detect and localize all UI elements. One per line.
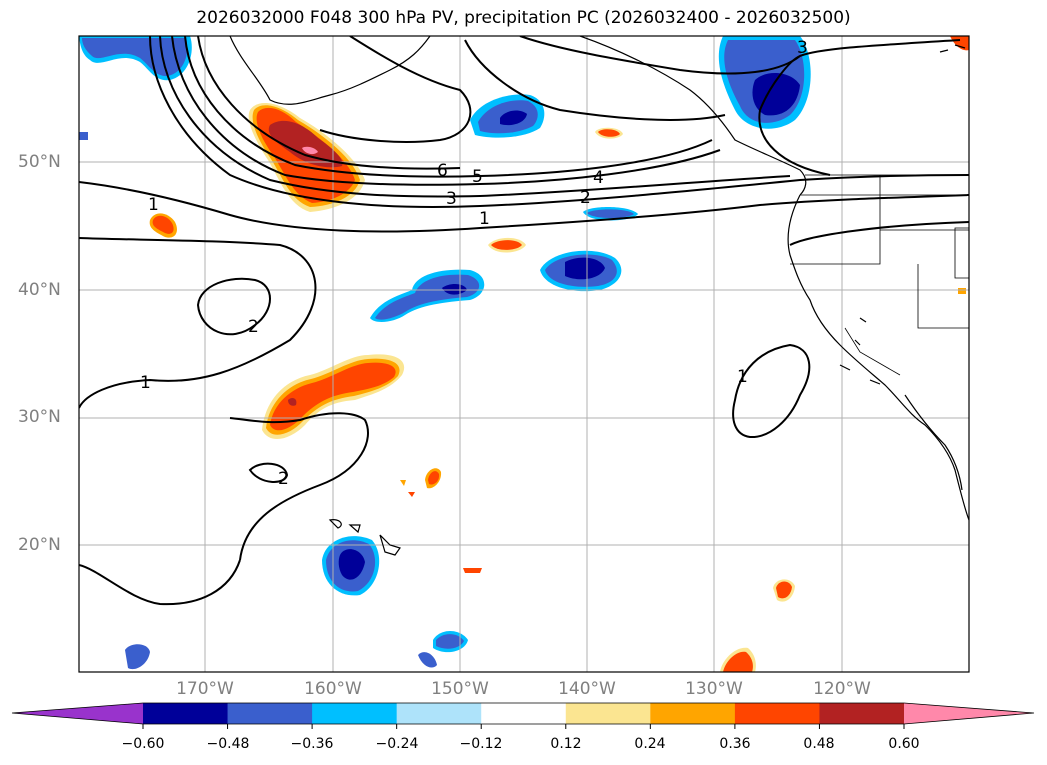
colorbar <box>11 702 1035 729</box>
colorbar-cell <box>227 703 313 724</box>
contour-label: 6 <box>437 161 448 181</box>
colorbar-tick-label: 0.24 <box>634 736 666 752</box>
contour-label: 1 <box>737 367 748 387</box>
colorbar-tick-label: −0.24 <box>375 736 419 752</box>
contour-label: 2 <box>248 317 259 337</box>
lat-label: 50°N <box>18 152 61 172</box>
contour-label: 3 <box>446 189 457 209</box>
lon-label: 130°W <box>685 679 743 699</box>
colorbar-extend-max <box>904 703 1034 724</box>
contour-label: 4 <box>593 168 604 188</box>
colorbar-tick-label: 0.36 <box>719 736 751 752</box>
map-gridlines <box>79 36 969 672</box>
colorbar-tick-label: −0.60 <box>121 736 165 752</box>
lon-label: 120°W <box>813 679 871 699</box>
colorbar-cell <box>481 703 567 724</box>
contour-label: 5 <box>472 167 483 187</box>
state-borders <box>790 174 969 376</box>
contour-label: 2 <box>278 469 289 489</box>
lat-label: 20°N <box>18 535 61 555</box>
lon-label: 170°W <box>176 679 234 699</box>
map-title: 2026032000 F048 300 hPa PV, precipitatio… <box>196 8 851 28</box>
precip-negative-regions <box>79 36 811 670</box>
colorbar-cell <box>396 703 482 724</box>
colorbar-cell <box>650 703 736 724</box>
pv-contours <box>79 36 969 606</box>
colorbar-tick-label: 0.48 <box>803 736 835 752</box>
colorbar-cell <box>734 703 820 724</box>
contour-label: 2 <box>580 188 591 208</box>
lat-label: 40°N <box>18 280 61 300</box>
colorbar-tick-label: −0.48 <box>206 736 250 752</box>
lon-label: 140°W <box>558 679 616 699</box>
lon-label: 150°W <box>431 679 489 699</box>
contour-labels: 6 5 4 3 3 2 1 1 2 1 2 1 <box>140 38 808 489</box>
colorbar-tick-label: −0.36 <box>290 736 334 752</box>
colorbar-extend-min <box>12 703 143 724</box>
colorbar-tick-label: 0.60 <box>888 736 920 752</box>
map-background <box>79 36 969 672</box>
colorbar-cell <box>143 703 229 724</box>
colorbar-cell <box>565 703 651 724</box>
lat-label: 30°N <box>18 407 61 427</box>
colorbar-cell <box>312 703 398 724</box>
coastlines <box>229 36 969 556</box>
colorbar-tick-label: −0.12 <box>459 736 503 752</box>
map-frame <box>78 35 970 673</box>
contour-label: 3 <box>797 38 808 58</box>
colorbar-tick-label: 0.12 <box>550 736 582 752</box>
lon-label: 160°W <box>304 679 362 699</box>
contour-label: 1 <box>140 373 151 393</box>
colorbar-cell <box>819 703 905 724</box>
contour-label: 1 <box>479 209 490 229</box>
contour-label: 1 <box>148 195 159 215</box>
